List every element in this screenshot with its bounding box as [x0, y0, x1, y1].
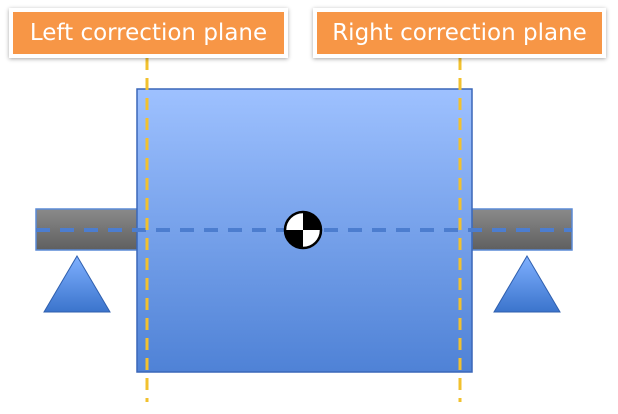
left-correction-plane-label: Left correction plane [9, 8, 288, 58]
center-of-mass-icon [283, 210, 323, 250]
left-support-icon [43, 255, 111, 313]
right-correction-plane-label: Right correction plane [313, 8, 606, 58]
right-support-icon [493, 255, 561, 313]
